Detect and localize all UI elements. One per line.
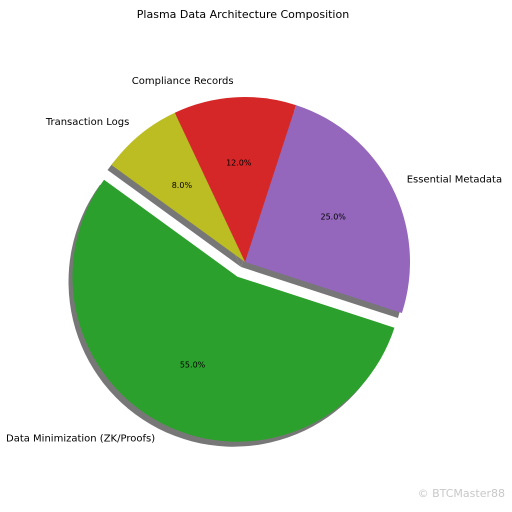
- wedge: [111, 112, 245, 262]
- category-label: Essential Metadata: [407, 175, 502, 186]
- wedge: [245, 105, 410, 313]
- value-label: 25.0%: [320, 213, 346, 222]
- wedges: [72, 97, 410, 442]
- value-label: 12.0%: [226, 159, 252, 168]
- chart-title: Plasma Data Architecture Composition: [137, 8, 349, 21]
- value-label: 55.0%: [180, 360, 206, 369]
- wedge: [72, 179, 395, 442]
- category-label: Compliance Records: [132, 76, 234, 87]
- watermark: © BTCMaster88: [418, 487, 505, 500]
- value-label: 8.0%: [172, 181, 193, 190]
- category-label: Data Minimization (ZK/Proofs): [6, 433, 155, 444]
- wedge: [174, 97, 296, 262]
- category-label: Transaction Logs: [45, 117, 129, 128]
